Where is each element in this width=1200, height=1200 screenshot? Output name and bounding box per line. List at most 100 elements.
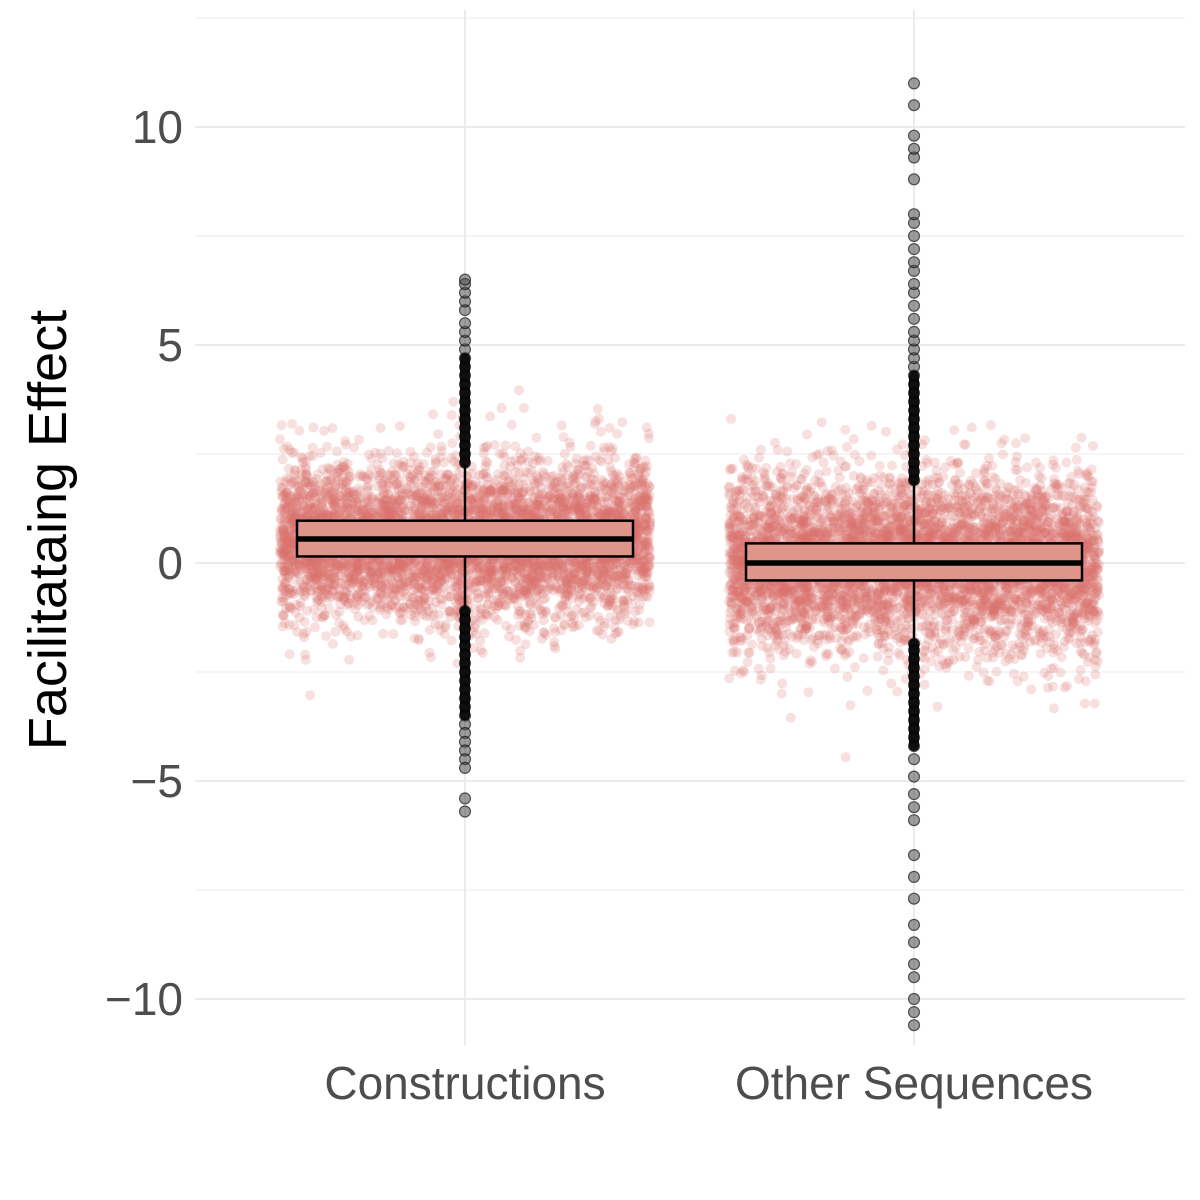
jitter-point [388,629,399,639]
jitter-point [488,566,499,577]
jitter-point [628,619,639,630]
jitter-point [559,620,570,630]
jitter-point [627,473,638,484]
jitter-point [284,649,295,660]
jitter-point [477,647,488,658]
jitter-point [367,615,378,626]
jitter-point [452,573,463,584]
jitter-point [437,594,448,605]
jitter-point [493,597,504,608]
jitter-point [305,690,316,701]
jitter-point [632,581,643,592]
jitter-point [409,607,420,618]
jitter-point [556,476,567,487]
jitter-point [592,404,603,414]
jitter-point [319,425,330,436]
jitter-point [351,564,362,575]
jitter-point [299,632,309,643]
jitter-point [378,628,389,639]
jitter-point [524,626,535,637]
jitter-point [399,505,410,516]
jitter-point [352,583,363,594]
jitter-point [532,455,543,466]
jitter-point [428,409,438,420]
jitter-point [351,562,362,573]
jitter-point [531,432,542,443]
jitter-point [488,594,499,605]
jitter-point [612,510,623,521]
jitter-point [307,451,318,462]
jitter-point [365,573,376,584]
jitter-point [344,558,355,569]
jitter-point [383,591,394,602]
jitter-point [577,579,588,590]
jitter-point [543,492,554,503]
jitter-point [366,596,377,607]
jitter-point [375,423,386,433]
jitter-point [580,612,591,623]
jitter-point [554,496,565,507]
jitter-point [542,506,553,517]
jitter-point [425,570,436,581]
jitter-point [406,489,417,500]
jitter-point [300,654,311,665]
jitter-point [597,629,608,640]
jitter-point [492,502,503,513]
jitter-point [506,419,517,430]
jitter-point [317,464,328,475]
jitter-point [547,493,558,504]
jitter-point [385,601,395,611]
jitter-point [340,436,351,447]
jitter-point [330,626,341,637]
jitter-point [297,453,308,464]
jitter-point [324,603,334,614]
jitter-point [320,610,331,621]
jitter-point [430,597,441,607]
jitter-point [624,580,635,590]
jitter-point [396,489,407,499]
jitter-point [393,478,404,489]
jitter-point [288,518,299,529]
jitter-point [433,429,444,440]
jitter-point [478,503,489,514]
jitter-point [641,466,652,477]
jitter-point [559,448,570,459]
jitter-point [489,439,500,450]
jitter-point [518,498,529,509]
jitter-point [343,567,354,578]
jitter-point [414,462,425,473]
jitter-point [434,576,445,587]
jitter-point [564,437,575,448]
jitter-point [558,432,569,443]
jitter-point [322,441,332,452]
jitter-point [446,635,457,646]
jitter-point [276,538,287,549]
jitter-point [500,440,511,451]
jitter-point [416,582,427,593]
jitter-point [275,434,285,445]
jitter-point [485,486,496,497]
jitter-point [483,610,494,621]
jitter-point [275,514,286,524]
jitter-point [644,433,654,444]
jitter-point [366,579,377,590]
jitter-point [339,623,350,634]
jitter-point [375,497,386,508]
jitter-point [389,499,400,510]
jitter-point [543,492,553,503]
jitter-point [394,591,405,602]
jitter-point [286,447,297,458]
jitter-point [339,465,350,476]
jitter-point [448,396,459,407]
jitter-point [589,586,599,597]
jitter-point [343,502,353,513]
jitter-point [290,496,300,507]
jitter-point [349,442,359,453]
jitter-point [629,504,640,515]
jitter-point [500,599,511,610]
jitter-point [296,464,307,475]
jitter-point [518,402,529,413]
jitter-point [423,568,434,579]
jitter-point [437,555,448,566]
jitter-point [497,485,507,496]
